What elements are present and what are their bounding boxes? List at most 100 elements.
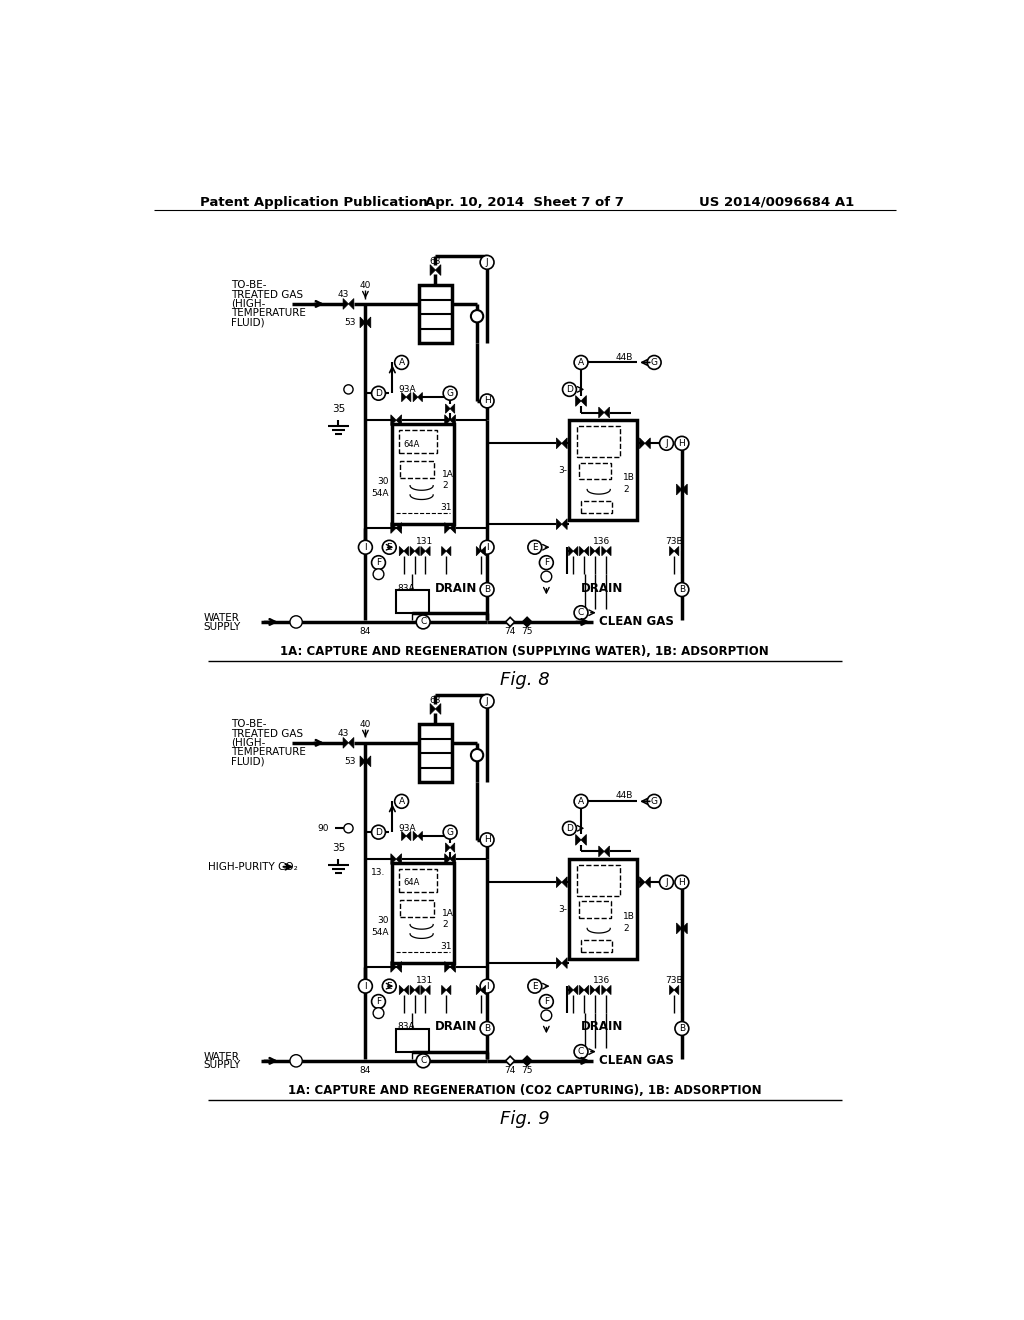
Text: WATER: WATER xyxy=(204,612,240,623)
Text: 64A: 64A xyxy=(402,440,419,449)
Text: 63: 63 xyxy=(430,696,441,705)
Polygon shape xyxy=(360,756,366,767)
Circle shape xyxy=(416,1053,430,1068)
Polygon shape xyxy=(410,985,415,995)
Circle shape xyxy=(574,1044,588,1059)
Text: 63: 63 xyxy=(430,257,441,267)
Circle shape xyxy=(480,582,494,597)
Polygon shape xyxy=(444,961,451,973)
Text: I: I xyxy=(485,982,488,990)
Bar xyxy=(396,590,429,612)
Polygon shape xyxy=(674,985,679,995)
Text: DRAIN: DRAIN xyxy=(435,1020,477,1034)
Polygon shape xyxy=(451,404,455,413)
Polygon shape xyxy=(568,985,573,995)
Text: 90: 90 xyxy=(317,824,330,833)
Text: A: A xyxy=(398,358,404,367)
Text: TEMPERATURE: TEMPERATURE xyxy=(230,747,305,758)
Text: 30: 30 xyxy=(377,478,388,486)
Text: DRAIN: DRAIN xyxy=(581,582,623,594)
Text: 93A: 93A xyxy=(398,385,416,393)
Polygon shape xyxy=(677,923,682,933)
Text: 1A: 1A xyxy=(442,908,455,917)
Polygon shape xyxy=(506,1056,515,1065)
Polygon shape xyxy=(451,414,456,425)
Bar xyxy=(569,859,637,960)
Bar xyxy=(419,285,452,343)
Text: SUPPLY: SUPPLY xyxy=(204,1060,241,1071)
Text: 84: 84 xyxy=(359,1067,371,1076)
Text: B: B xyxy=(679,1024,685,1034)
Polygon shape xyxy=(421,985,425,995)
Polygon shape xyxy=(446,985,451,995)
Text: F: F xyxy=(544,997,549,1006)
Text: D: D xyxy=(566,824,572,833)
Bar xyxy=(398,430,437,453)
Circle shape xyxy=(290,615,302,628)
Polygon shape xyxy=(430,264,435,276)
Text: 1A: CAPTURE AND REGENERATION (SUPPLYING WATER), 1B: ADSORPTION: 1A: CAPTURE AND REGENERATION (SUPPLYING … xyxy=(281,644,769,657)
Polygon shape xyxy=(441,546,446,556)
Polygon shape xyxy=(599,407,604,418)
Polygon shape xyxy=(573,985,578,995)
Text: CLEAN GAS: CLEAN GAS xyxy=(599,615,674,628)
Text: 31: 31 xyxy=(440,941,452,950)
Text: TO-BE-: TO-BE- xyxy=(230,719,266,730)
Text: H: H xyxy=(483,836,490,845)
Polygon shape xyxy=(435,704,441,714)
Text: 30: 30 xyxy=(377,916,388,925)
Polygon shape xyxy=(595,985,599,995)
Polygon shape xyxy=(399,985,403,995)
Polygon shape xyxy=(396,961,401,973)
Polygon shape xyxy=(343,738,348,748)
Text: J: J xyxy=(666,878,668,887)
Polygon shape xyxy=(421,546,425,556)
Polygon shape xyxy=(391,854,396,865)
Text: H: H xyxy=(679,878,685,887)
Polygon shape xyxy=(407,392,411,401)
Text: C: C xyxy=(420,618,426,627)
Text: B: B xyxy=(484,1024,490,1034)
Text: 53: 53 xyxy=(345,756,356,766)
Polygon shape xyxy=(444,523,451,533)
Polygon shape xyxy=(562,958,567,969)
Circle shape xyxy=(373,1007,384,1019)
Bar xyxy=(569,420,637,520)
Polygon shape xyxy=(481,985,485,995)
Polygon shape xyxy=(556,958,562,969)
Polygon shape xyxy=(556,519,562,529)
Bar xyxy=(392,424,454,524)
Polygon shape xyxy=(396,854,401,865)
Text: 3-: 3- xyxy=(558,466,567,475)
Polygon shape xyxy=(682,484,687,495)
Text: 53: 53 xyxy=(345,318,356,327)
Text: 2: 2 xyxy=(624,484,629,494)
Polygon shape xyxy=(399,546,403,556)
Text: C: C xyxy=(420,1056,426,1065)
Text: (HIGH-: (HIGH- xyxy=(230,738,265,748)
Polygon shape xyxy=(481,546,485,556)
Polygon shape xyxy=(401,392,407,401)
Polygon shape xyxy=(418,832,422,841)
Polygon shape xyxy=(476,985,481,995)
Polygon shape xyxy=(606,985,611,995)
Circle shape xyxy=(540,556,553,570)
Circle shape xyxy=(358,540,373,554)
Polygon shape xyxy=(396,523,401,533)
Text: 40: 40 xyxy=(359,281,371,290)
Polygon shape xyxy=(562,876,567,887)
Text: J: J xyxy=(485,697,488,706)
Text: E: E xyxy=(386,982,392,990)
Circle shape xyxy=(480,256,494,269)
Circle shape xyxy=(659,875,674,890)
Text: DRAIN: DRAIN xyxy=(581,1020,623,1034)
Text: TREATED GAS: TREATED GAS xyxy=(230,289,303,300)
Circle shape xyxy=(480,540,494,554)
Polygon shape xyxy=(568,546,573,556)
Circle shape xyxy=(574,606,588,619)
Text: 13.: 13. xyxy=(371,869,385,878)
Polygon shape xyxy=(391,961,396,973)
Circle shape xyxy=(675,875,689,890)
Bar xyxy=(392,863,454,964)
Polygon shape xyxy=(506,618,515,627)
